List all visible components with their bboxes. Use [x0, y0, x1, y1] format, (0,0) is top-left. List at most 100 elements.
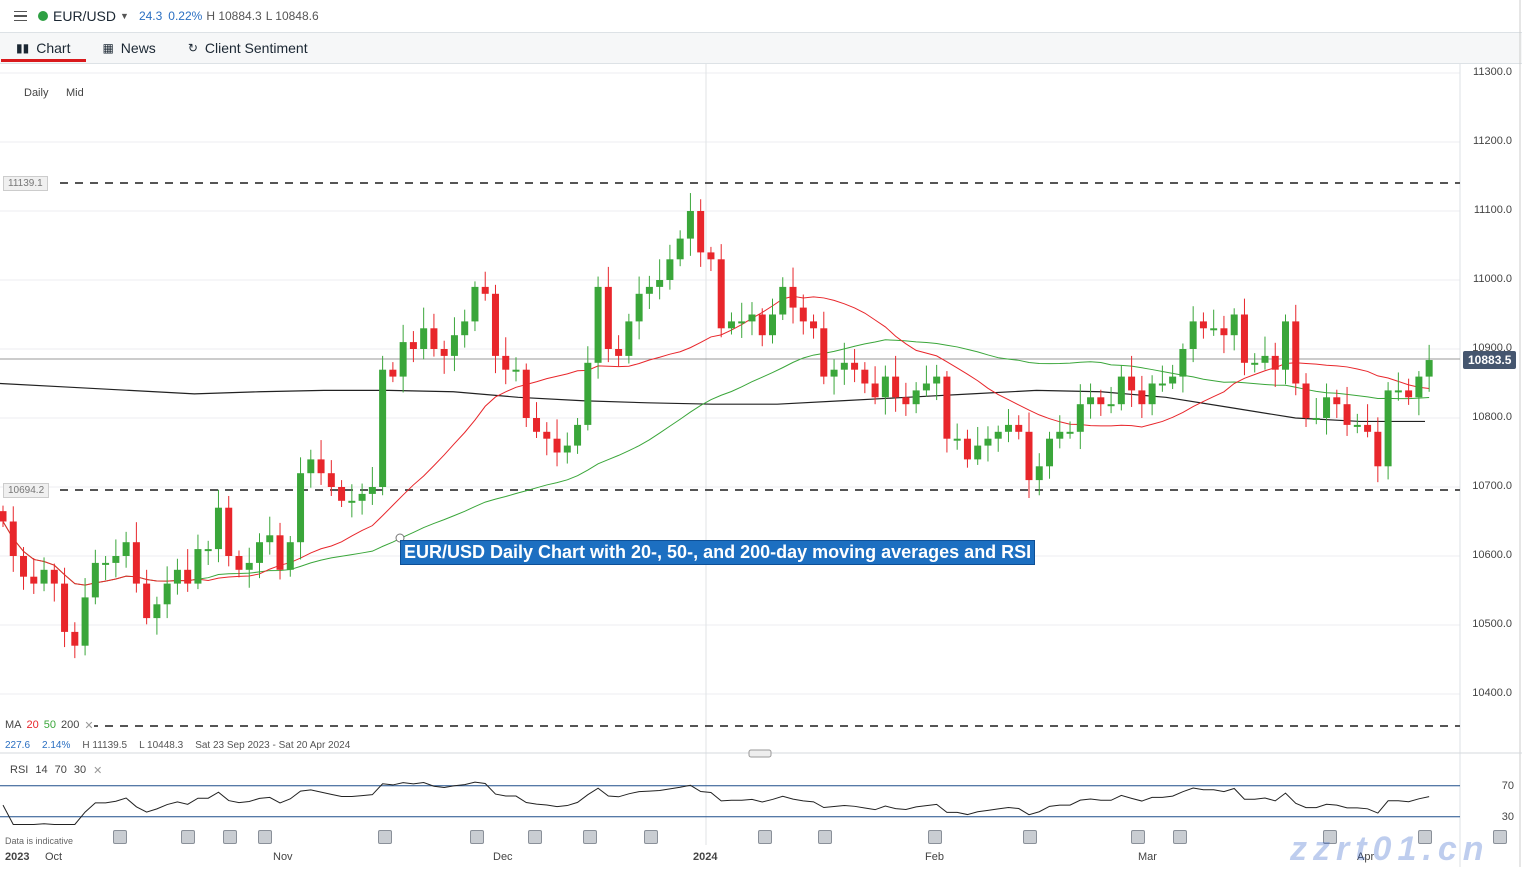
- tab-client-sentiment[interactable]: ↻ Client Sentiment: [172, 33, 324, 63]
- candle-body: [635, 293, 643, 322]
- candle-body: [943, 376, 951, 439]
- calendar-event-icon[interactable]: [818, 830, 832, 844]
- rsi-lower: 30: [73, 764, 87, 776]
- candle-body: [1323, 397, 1331, 418]
- candle-body: [235, 556, 243, 570]
- candle-body: [225, 507, 233, 556]
- candle-body: [1189, 321, 1197, 349]
- time-axis-label: 2024: [693, 851, 718, 863]
- chart-annotation[interactable]: EUR/USD Daily Chart with 20-, 50-, and 2…: [400, 540, 1036, 565]
- calendar-event-icon[interactable]: [583, 830, 597, 844]
- candle-body: [1220, 328, 1228, 336]
- candle-body: [20, 556, 28, 577]
- calendar-event-icon[interactable]: [1323, 830, 1337, 844]
- candle-body: [1394, 390, 1402, 393]
- candle-body: [748, 314, 756, 322]
- calendar-event-icon[interactable]: [113, 830, 127, 844]
- calendar-event-icon[interactable]: [1023, 830, 1037, 844]
- candle-body: [1138, 390, 1146, 405]
- ma200-line: [0, 382, 1425, 423]
- ma-200: 200: [61, 719, 80, 731]
- candle-body: [256, 542, 263, 563]
- candle-body: [440, 349, 448, 356]
- calendar-event-icon[interactable]: [470, 830, 484, 844]
- candle-body: [1405, 390, 1413, 398]
- calendar-event-icon[interactable]: [528, 830, 542, 844]
- candle-body: [522, 369, 530, 418]
- calendar-event-icon[interactable]: [1418, 830, 1432, 844]
- close-icon[interactable]: ✕: [93, 765, 103, 777]
- ma-legend[interactable]: MA 20 50 200 ✕: [5, 719, 94, 732]
- candle-body: [840, 362, 848, 370]
- calendar-event-icon[interactable]: [1493, 830, 1507, 844]
- tab-chart[interactable]: ▮▮ Chart: [0, 33, 87, 63]
- candle-body: [61, 583, 69, 632]
- time-axis-label: Dec: [493, 851, 513, 863]
- menu-icon[interactable]: [14, 10, 27, 22]
- calendar-event-icon[interactable]: [378, 830, 392, 844]
- candle-body: [286, 542, 294, 570]
- price-axis-label: 11100.0: [1473, 204, 1512, 216]
- calendar-event-icon[interactable]: [223, 830, 237, 844]
- price-axis-label: 10500.0: [1472, 618, 1512, 630]
- close-icon[interactable]: ✕: [84, 720, 94, 732]
- candle-body: [348, 500, 356, 503]
- candle-body: [1087, 397, 1095, 405]
- candle-body: [584, 362, 592, 425]
- candle-body: [953, 438, 961, 441]
- candle-body: [317, 459, 325, 474]
- symbol-selector[interactable]: EUR/USD: [53, 8, 117, 24]
- tab-label: News: [120, 40, 156, 56]
- candle-body: [0, 511, 7, 522]
- candle-body: [1097, 397, 1105, 405]
- candle-body: [81, 597, 89, 646]
- calendar-event-icon[interactable]: [758, 830, 772, 844]
- time-axis-label: Feb: [925, 851, 944, 863]
- candle-body: [574, 424, 582, 446]
- calendar-event-icon[interactable]: [258, 830, 272, 844]
- candle-body: [194, 549, 202, 584]
- interval-selector[interactable]: Daily: [24, 87, 49, 99]
- candle-body: [1251, 362, 1259, 365]
- candle-body: [1292, 321, 1300, 384]
- candle-body: [851, 362, 859, 370]
- candle-body: [697, 211, 705, 253]
- calendar-event-icon[interactable]: [928, 830, 942, 844]
- candle-body: [461, 321, 469, 336]
- rsi-axis-30: 30: [1501, 811, 1514, 823]
- calendar-event-icon[interactable]: [1131, 830, 1145, 844]
- calendar-event-icon[interactable]: [644, 830, 658, 844]
- candle-body: [656, 280, 664, 287]
- price-type-selector[interactable]: Mid: [66, 87, 84, 99]
- ma20-line: [2, 295, 1430, 586]
- price-axis-label: 10600.0: [1472, 549, 1512, 561]
- candle-body: [1364, 424, 1372, 432]
- calendar-event-icon[interactable]: [181, 830, 195, 844]
- calendar-event-icon[interactable]: [1173, 830, 1187, 844]
- candle-body: [1302, 383, 1310, 418]
- candle-body: [676, 238, 684, 260]
- rsi-legend[interactable]: RSI 14 70 30 ✕: [10, 764, 102, 777]
- candle-body: [533, 418, 541, 432]
- candle-body: [594, 286, 602, 363]
- candle-body: [1230, 314, 1238, 336]
- candle-body: [450, 335, 458, 356]
- tab-news[interactable]: ▦ News: [86, 33, 171, 63]
- candle-body: [1107, 404, 1115, 407]
- candle-body: [102, 562, 110, 565]
- refresh-icon: ↻: [187, 41, 198, 55]
- candle-body: [1004, 424, 1012, 432]
- current-price-label: 10883.5: [1463, 351, 1517, 369]
- candle-body: [543, 431, 551, 439]
- chevron-down-icon[interactable]: ▼: [120, 11, 129, 21]
- time-axis-label: Oct: [45, 851, 63, 863]
- candle-body: [1343, 404, 1351, 425]
- candle-body: [40, 569, 48, 584]
- range-high: H 11139.5: [82, 740, 128, 751]
- candle-body: [933, 376, 941, 384]
- instrument-bar: EUR/USD ▼ 24.3 0.22% H 10884.3 L 10848.6: [0, 0, 1522, 33]
- candle-body: [1261, 355, 1269, 363]
- day-low: L 10848.6: [265, 9, 319, 23]
- candle-body: [1425, 360, 1433, 377]
